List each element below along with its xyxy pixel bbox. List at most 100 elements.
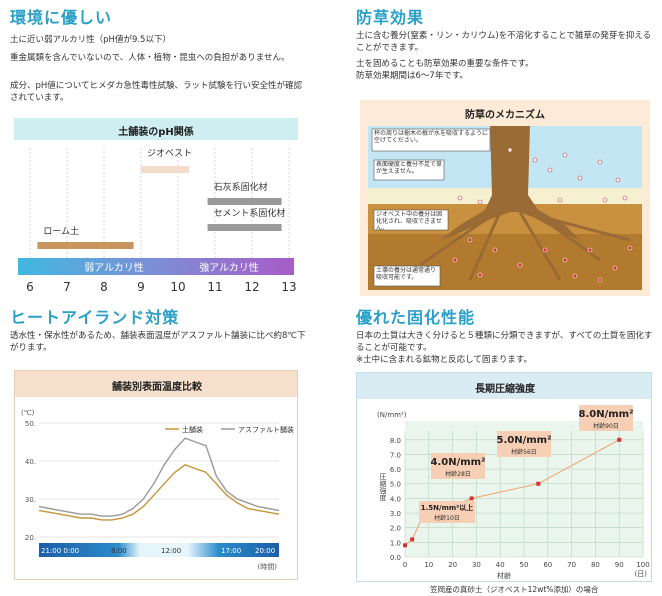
weed-diagram-panel: 防草のメカニズム 杯の周りは樹木の根が水を吸収するように空けてください。 表面硬… — [360, 100, 650, 296]
nutrient-dot — [557, 197, 563, 203]
callout-text-3: ジオベスト中の養分は固化化され、吸収できません。 — [376, 211, 443, 230]
temp-x-tick: 8:00 — [111, 547, 127, 555]
nutrient-dot — [507, 147, 513, 153]
nutrient-dot — [477, 272, 483, 278]
ph-bar-label: セメント系固化材 — [214, 207, 286, 219]
strength-x-tick: 10 — [424, 561, 433, 569]
strength-x-unit: (日) — [635, 570, 648, 578]
nutrient-dot — [572, 273, 578, 279]
tree-trunk-roots — [440, 126, 580, 240]
strength-x-tick: 90 — [615, 561, 624, 569]
strength-annotation-box — [579, 405, 633, 431]
callout-box-1 — [371, 128, 491, 152]
ph-scale-band — [18, 258, 294, 275]
strength-x-tick: 50 — [520, 561, 529, 569]
strength-y-tick: 7.0 — [390, 451, 401, 459]
ph-bar-label: ローム土 — [43, 225, 79, 237]
weak-alkali-label: 弱アルカリ性 — [84, 261, 144, 274]
strength-annotation-value: 1.5N/mm²以上 — [421, 503, 473, 512]
weed-paragraph-2: 土を固めることも防草効果の重要な条件です。 — [356, 59, 534, 69]
strength-y-tick: 6.0 — [390, 466, 401, 474]
weed-paragraph-3: 防草効果期間は6～7年です。 — [356, 71, 468, 81]
strength-annotation-value: 8.0N/mm² — [579, 409, 634, 420]
nutrient-dot — [577, 175, 583, 181]
temp-series-line — [38, 464, 280, 521]
strength-y-label: 圧縮強度 — [379, 473, 387, 502]
strength-annotation-age: 材齢10日 — [434, 514, 460, 522]
legend-label: アスファルト舗装 — [238, 425, 294, 434]
nutrient-dot — [467, 237, 473, 243]
ph-tick-label: 11 — [207, 280, 222, 294]
callout-box-2 — [373, 159, 445, 181]
temp-chart-title: 舗装別表面温度比較 — [112, 382, 202, 393]
nutrient-dot — [587, 247, 593, 253]
weed-diagram-title: 防草のメカニズム — [465, 110, 545, 121]
ph-tick-label: 9 — [137, 280, 145, 294]
strength-y-tick: 8.0 — [390, 437, 401, 445]
strength-x-tick: 100 — [636, 561, 649, 569]
strength-x-tick: 40 — [496, 561, 505, 569]
strength-x-label: 材齢 — [497, 571, 511, 580]
strength-y-tick: 2.0 — [390, 525, 401, 533]
strength-footnote: 笠岡産の真砂土（ジオベスト12wt%添加）の場合 — [430, 585, 599, 594]
env-paragraph-1: 土に近い弱アルカリ性（pH値が9.5以下） — [10, 35, 171, 45]
day-night-band — [39, 543, 279, 557]
ph-bar — [207, 198, 282, 205]
nutrient-dot — [547, 167, 553, 173]
temp-x-tick: 21:00 0:00 — [41, 547, 79, 555]
strength-annotation-age: 材齢90日 — [593, 422, 619, 430]
temp-y-tick: 30. — [25, 496, 36, 504]
nutrient-dot — [622, 195, 628, 201]
nutrient-dot — [517, 262, 523, 268]
temp-y-unit: (℃) — [21, 409, 35, 417]
weed-heading: 防草効果 — [356, 8, 425, 27]
ph-tick-label: 10 — [170, 280, 185, 294]
tree-roots — [419, 208, 631, 281]
temp-x-tick: 12:00 — [161, 547, 181, 555]
strength-x-tick: 0 — [403, 561, 407, 569]
ph-tick-label: 8 — [100, 280, 108, 294]
strength-heading: 優れた固化性能 — [356, 308, 476, 327]
nutrient-dot — [562, 257, 568, 263]
nutrient-dot — [492, 247, 498, 253]
nutrient-dot — [627, 245, 633, 251]
strength-y-tick: 0.0 — [390, 554, 401, 562]
strength-x-tick: 20 — [448, 561, 457, 569]
weed-paragraph-1: 土に含む養分(窒素・リン・カリウム)を不溶化することで雑草の発芽を抑えることがで… — [356, 31, 652, 53]
strength-point — [469, 496, 474, 501]
ph-chart-panel: 土舗装のpH関係 ジオベスト 石灰系固化材 セメント系固化材 ローム土 弱アルカリ性 … — [14, 118, 298, 298]
strength-annotation-box — [497, 431, 551, 457]
env-paragraph-3: 成分、pH値についてヒメダカ急性毒性試験、ラット試験を行い安全性が確認されていま… — [10, 81, 303, 103]
strength-chart-title: 長期圧縮強度 — [475, 384, 535, 395]
strength-y-tick: 5.0 — [390, 481, 401, 489]
ph-bar — [207, 224, 282, 231]
strength-annotation-age: 材齢28日 — [445, 470, 471, 478]
legend-label: 土舗装 — [182, 425, 203, 434]
ph-tick-label: 12 — [244, 280, 259, 294]
nutrient-dot — [562, 152, 568, 158]
strength-paragraph-2: ※土中に含まれる鉱物と反応して固まります。 — [356, 355, 533, 365]
heat-heading: ヒートアイランド対策 — [10, 308, 180, 327]
strength-x-tick: 60 — [543, 561, 552, 569]
heat-paragraph-1: 透水性・保水性があるため、舗装表面温度がアスファルト舗装に比べ約8℃下がります。 — [10, 331, 306, 353]
ph-bar — [37, 242, 134, 249]
temp-chart-svg: (℃) 20. 30. 40. 50. 土舗装 アスファルト舗装 21:00 0:00 8:… — [21, 409, 294, 571]
strength-x-tick: 70 — [567, 561, 576, 569]
ph-tick-label: 6 — [26, 280, 34, 294]
callout-box-4 — [373, 265, 441, 287]
env-paragraph-2: 重金属類を含んでいないので、人体・植物・昆虫への負担がありません。 — [10, 53, 290, 63]
strength-x-tick: 80 — [591, 561, 600, 569]
strength-annotation-value: 4.0N/mm² — [431, 457, 486, 468]
strength-point — [410, 537, 415, 542]
temp-y-tick: 40. — [25, 458, 36, 466]
ph-bar-label: ジオベスト — [147, 148, 192, 159]
nutrient-dot — [615, 177, 621, 183]
temp-x-tick: 17:00 — [221, 547, 241, 555]
weed-diagram-svg: 杯の周りは樹木の根が水を吸収するように空けてください。 表面硬度と養分不足で草が… — [368, 126, 642, 290]
temp-x-unit: (時間) — [258, 563, 278, 571]
callout-box-3 — [373, 209, 449, 231]
nutrient-dot — [542, 247, 548, 253]
strength-y-tick: 4.0 — [390, 495, 401, 503]
ph-chart-title: 土舗装のpH関係 — [118, 127, 194, 138]
